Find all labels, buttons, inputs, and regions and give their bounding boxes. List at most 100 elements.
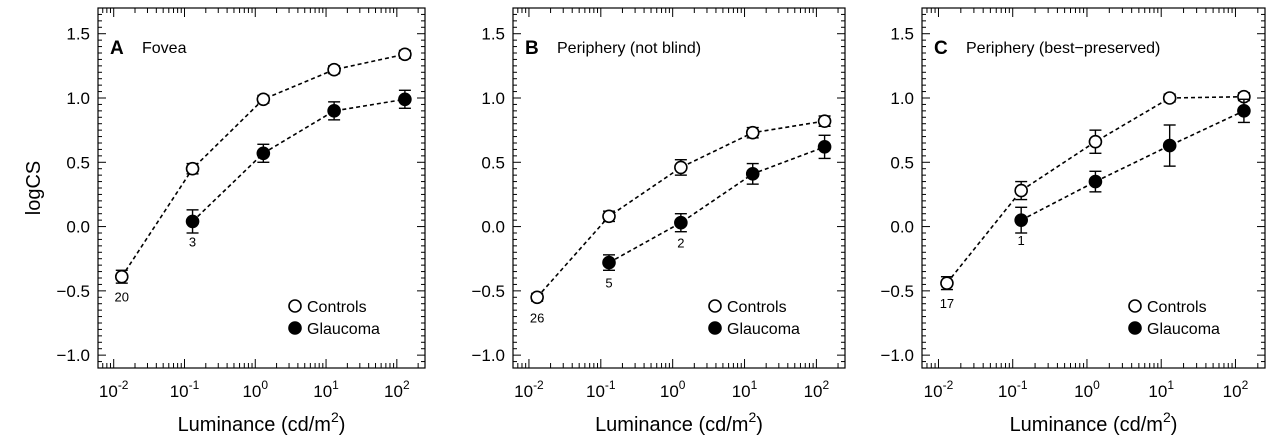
data-point-glaucoma xyxy=(1088,174,1103,189)
n-annotation: 20 xyxy=(115,290,129,305)
panel-c: 10-2 10-1 100 101 102 −1.0 −0.5 0.0 0.5 1.0 1.5 Lum… xyxy=(880,7,1266,436)
data-point-glaucoma xyxy=(327,104,341,118)
n-annotation: 3 xyxy=(189,234,196,249)
series-line-glaucoma xyxy=(192,98,406,222)
data-point-controls xyxy=(817,114,832,128)
y-tick-label: 1.5 xyxy=(481,25,505,44)
x-tick-label: 10-1 xyxy=(998,378,1028,401)
legend-label: Controls xyxy=(727,299,787,316)
n-annotation: 26 xyxy=(530,310,544,325)
y-tick-label: 1.0 xyxy=(890,89,914,108)
x-tick-label: 100 xyxy=(1074,378,1100,401)
data-point-controls xyxy=(745,125,760,140)
x-tick-label: 101 xyxy=(313,378,339,401)
n-annotation: 5 xyxy=(605,276,612,291)
x-tick-label: 101 xyxy=(732,378,758,401)
x-tick-label: 10-2 xyxy=(924,378,954,401)
legend: Controls Glaucoma xyxy=(288,299,380,338)
x-axis-label: Luminance (cd/m2) xyxy=(1010,409,1178,436)
panel-letter: B xyxy=(525,38,539,59)
x-tick-label: 100 xyxy=(242,378,268,401)
panel-a: 10-2 10-1 100 101 102 −1.0 −0.5 0.0 0.5 1.0 1.5 Lum… xyxy=(23,7,426,436)
x-tick-label: 102 xyxy=(804,378,830,401)
data-point-controls xyxy=(185,161,200,176)
x-axis-label: Luminance (cd/m2) xyxy=(595,409,763,436)
y-tick-label: 0.0 xyxy=(890,218,914,237)
x-tick-label: 102 xyxy=(384,378,410,401)
legend: Controls Glaucoma xyxy=(1128,299,1220,338)
data-point-glaucoma xyxy=(602,255,616,270)
legend-marker-controls xyxy=(708,299,722,313)
y-tick-label: −1.0 xyxy=(471,346,505,365)
plot-frame xyxy=(97,7,426,369)
x-tick-label: 101 xyxy=(1148,378,1174,401)
data-point-glaucoma xyxy=(1237,104,1251,118)
y-tick-label: 1.5 xyxy=(66,25,90,44)
series-line-controls xyxy=(946,95,1244,284)
x-axis-label: Luminance (cd/m2) xyxy=(178,409,346,436)
y-tick-label: 0.5 xyxy=(890,153,914,172)
panel-letter: A xyxy=(110,38,124,59)
legend-marker-glaucoma xyxy=(288,321,302,335)
data-point-controls xyxy=(1014,183,1028,198)
data-point-controls xyxy=(256,92,271,107)
x-tick-label: 10-2 xyxy=(514,378,544,401)
legend-marker-controls xyxy=(288,299,302,313)
data-point-controls xyxy=(1088,134,1103,149)
legend-label: Glaucoma xyxy=(307,321,380,338)
data-point-glaucoma xyxy=(1014,213,1028,227)
series-line-glaucoma xyxy=(1020,110,1245,221)
y-tick-label: −0.5 xyxy=(56,282,90,301)
data-point-glaucoma xyxy=(745,167,760,181)
y-tick-label: 1.0 xyxy=(481,89,505,108)
x-tick-label: 102 xyxy=(1223,378,1249,401)
x-tick-label: 10-1 xyxy=(586,378,616,401)
data-point-controls xyxy=(1162,91,1177,105)
data-point-controls xyxy=(398,47,412,62)
panel-b: 10-2 10-1 100 101 102 −1.0 −0.5 0.0 0.5 1.0 1.5 Lum… xyxy=(471,7,846,436)
legend-label: Controls xyxy=(307,299,367,316)
y-tick-label: 1.5 xyxy=(890,25,914,44)
data-point-controls xyxy=(602,209,616,224)
y-tick-label: 0.0 xyxy=(481,218,505,237)
data-point-glaucoma xyxy=(398,92,412,107)
panel-title: Periphery (best−preserved) xyxy=(966,40,1160,57)
y-tick-label: 0.5 xyxy=(481,153,505,172)
legend-label: Controls xyxy=(1147,299,1207,316)
series-line-glaucoma xyxy=(608,146,825,264)
y-tick-label: −0.5 xyxy=(880,282,914,301)
n-annotation: 2 xyxy=(677,236,684,251)
y-tick-label: 0.5 xyxy=(66,153,90,172)
plot-frame xyxy=(512,7,846,369)
data-point-glaucoma xyxy=(674,215,688,230)
legend-marker-controls xyxy=(1128,299,1142,313)
y-tick-label: 1.0 xyxy=(66,89,90,108)
panel-title: Periphery (not blind) xyxy=(557,40,701,57)
data-point-controls xyxy=(674,160,688,175)
series-line-controls xyxy=(121,53,406,278)
data-point-controls xyxy=(114,269,129,284)
panel-letter: C xyxy=(934,38,948,59)
data-point-controls xyxy=(530,290,544,305)
series-line-controls xyxy=(536,120,825,298)
data-point-glaucoma xyxy=(1162,138,1177,153)
data-point-glaucoma xyxy=(185,214,200,229)
y-tick-label: −0.5 xyxy=(471,282,505,301)
data-point-controls xyxy=(940,276,954,290)
x-tick-label: 10-2 xyxy=(99,378,129,401)
data-point-controls xyxy=(327,62,341,77)
x-tick-label: 10-1 xyxy=(170,378,200,401)
y-tick-label: −1.0 xyxy=(56,346,90,365)
legend-marker-glaucoma xyxy=(1128,321,1142,335)
legend-marker-glaucoma xyxy=(708,321,722,335)
n-annotation: 17 xyxy=(940,296,954,311)
legend-label: Glaucoma xyxy=(727,321,800,338)
panel-title: Fovea xyxy=(142,40,187,57)
x-tick-label: 100 xyxy=(660,378,686,401)
data-point-glaucoma xyxy=(817,140,832,154)
legend-label: Glaucoma xyxy=(1147,321,1220,338)
data-point-glaucoma xyxy=(256,146,271,161)
n-annotation: 1 xyxy=(1018,233,1025,248)
y-tick-label: 0.0 xyxy=(66,218,90,237)
